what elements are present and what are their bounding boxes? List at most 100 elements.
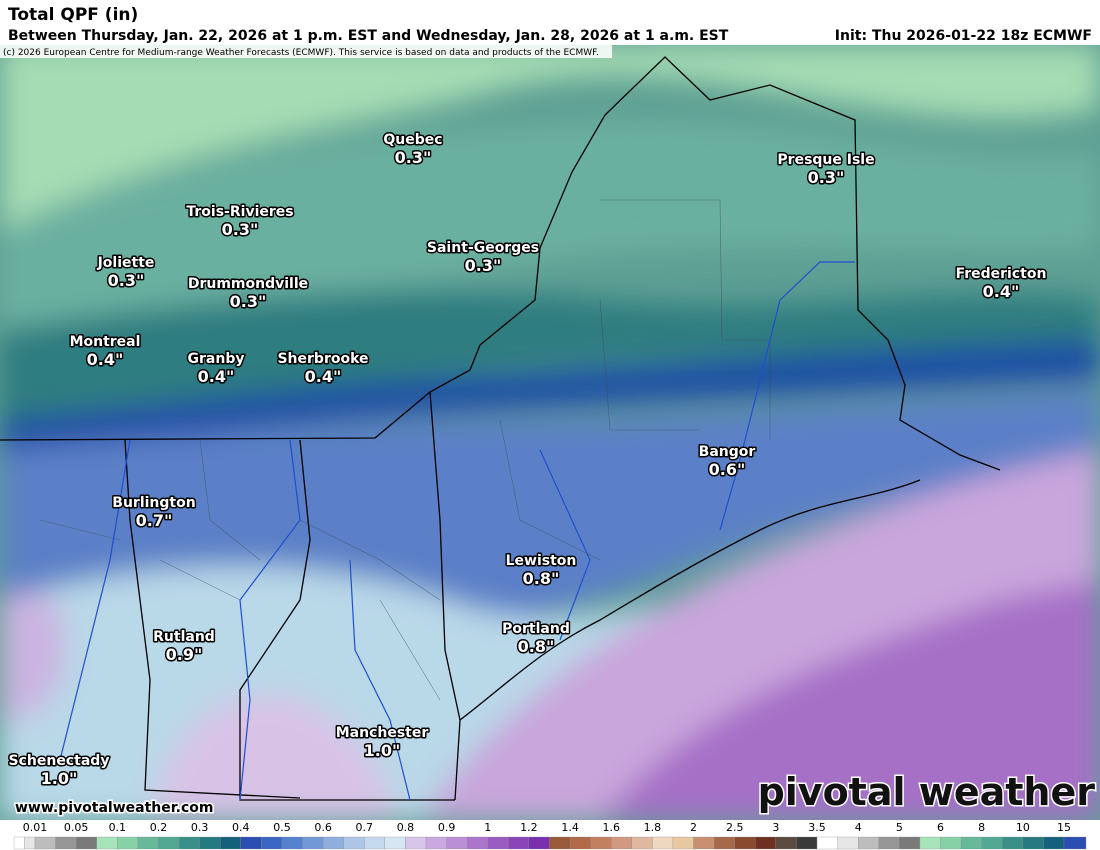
colorbar-swatch bbox=[302, 836, 324, 850]
city-labels: Quebec0.3"Trois-Rivieres0.3"Joliette0.3"… bbox=[7, 131, 1048, 790]
colorbar-swatch bbox=[1022, 836, 1044, 850]
colorbar-swatch bbox=[55, 836, 77, 850]
colorbar-swatch bbox=[611, 836, 632, 850]
colorbar-swatch bbox=[384, 836, 406, 850]
colorbar-swatch bbox=[672, 836, 694, 850]
copyright-bg bbox=[0, 45, 612, 58]
city-name: Sherbrooke bbox=[277, 351, 368, 367]
colorbar-swatch bbox=[858, 836, 879, 850]
city-value: 0.6" bbox=[709, 460, 746, 479]
city-value: 0.3" bbox=[395, 148, 432, 167]
colorbar-swatch bbox=[281, 836, 303, 850]
colorbar-swatch bbox=[1063, 836, 1087, 850]
colorbar-label: 0.4 bbox=[232, 821, 250, 834]
colorbar-label: 0.6 bbox=[314, 821, 332, 834]
colorbar-swatch bbox=[631, 836, 653, 850]
city-value: 0.7" bbox=[136, 511, 173, 530]
city-value: 0.3" bbox=[222, 220, 259, 239]
colorbar-swatch bbox=[487, 836, 509, 850]
colorbar-label: 15 bbox=[1057, 821, 1071, 834]
colorbar-swatch bbox=[549, 836, 571, 850]
colorbar-swatch bbox=[899, 836, 921, 850]
colorbar-swatch bbox=[24, 836, 36, 850]
city-name: Drummondville bbox=[188, 276, 308, 292]
colorbar-swatch bbox=[158, 836, 180, 850]
copyright: (c) 2026 European Centre for Medium-rang… bbox=[3, 48, 599, 58]
colorbar-label: 1.8 bbox=[644, 821, 662, 834]
logo: pivotal weather bbox=[758, 770, 1096, 814]
colorbar-swatch bbox=[261, 836, 283, 850]
colorbar-swatch bbox=[878, 836, 900, 850]
colorbar: 0.01 0.05 0.1 0.2 0.3 0.4 0.5 0.6 0.7 0.8 0.9 1 1.2 1… bbox=[13, 821, 1087, 850]
subtitle: Between Thursday, Jan. 22, 2026 at 1 p.m… bbox=[8, 28, 729, 44]
colorbar-swatch bbox=[322, 836, 344, 850]
colorbar-label: 3 bbox=[772, 821, 779, 834]
colorbar-swatch bbox=[425, 836, 447, 850]
colorbar-swatch bbox=[96, 836, 118, 850]
colorbar-swatch bbox=[1002, 836, 1023, 850]
colorbar-label: 6 bbox=[937, 821, 944, 834]
colorbar-swatch bbox=[569, 836, 591, 850]
colorbar-label: 1.2 bbox=[520, 821, 538, 834]
colorbar-label: 2 bbox=[690, 821, 697, 834]
colorbar-swatch bbox=[528, 836, 550, 850]
city-name: Joliette bbox=[97, 255, 155, 271]
city-value: 0.4" bbox=[983, 282, 1020, 301]
city-value: 0.3" bbox=[108, 271, 145, 290]
city-value: 1.0" bbox=[41, 769, 78, 788]
colorbar-swatch bbox=[981, 836, 1003, 850]
city-name: Bangor bbox=[699, 444, 756, 460]
city-name: Portland bbox=[502, 621, 570, 637]
colorbar-label: 0.8 bbox=[397, 821, 415, 834]
colorbar-label: 0.05 bbox=[64, 821, 89, 834]
city-value: 0.8" bbox=[518, 637, 555, 656]
boundaries bbox=[0, 56, 1001, 801]
colorbar-label: 4 bbox=[855, 821, 862, 834]
colorbar-swatch bbox=[34, 836, 56, 850]
city-name: Schenectady bbox=[9, 753, 110, 769]
website: www.pivotalweather.com bbox=[15, 800, 214, 816]
header-bg bbox=[0, 0, 1100, 45]
colorbar-swatch bbox=[446, 836, 468, 850]
colorbar-swatch bbox=[837, 836, 859, 850]
title: Total QPF (in) bbox=[8, 5, 138, 25]
precip-field bbox=[0, 45, 1100, 820]
city-value: 0.4" bbox=[305, 367, 342, 386]
city-name: Presque Isle bbox=[777, 152, 874, 168]
colorbar-swatch bbox=[178, 836, 200, 850]
colorbar-label: 2.5 bbox=[726, 821, 744, 834]
city-name: Manchester bbox=[336, 725, 429, 741]
colorbar-swatch bbox=[199, 836, 221, 850]
colorbar-swatch bbox=[775, 836, 797, 850]
city-name: Quebec bbox=[383, 132, 442, 148]
city-value: 0.4" bbox=[87, 350, 124, 369]
colorbar-label: 5 bbox=[896, 821, 903, 834]
colorbar-swatch bbox=[590, 836, 612, 850]
colorbar-swatch bbox=[508, 836, 530, 850]
colorbar-swatch bbox=[960, 836, 982, 850]
colorbar-swatch bbox=[137, 836, 159, 850]
city-value: 0.3" bbox=[465, 256, 502, 275]
colorbar-swatch bbox=[693, 836, 715, 850]
city-name: Granby bbox=[188, 351, 245, 367]
city-name: Burlington bbox=[112, 495, 195, 511]
colorbar-swatch bbox=[240, 836, 262, 850]
colorbar-label: 8 bbox=[978, 821, 985, 834]
colorbar-label: 0.2 bbox=[150, 821, 168, 834]
colorbar-swatch bbox=[364, 836, 386, 850]
colorbar-swatch bbox=[76, 836, 97, 850]
colorbar-swatch bbox=[405, 836, 427, 850]
colorbar-swatch bbox=[1043, 836, 1065, 850]
colorbar-swatch bbox=[919, 836, 941, 850]
colorbar-swatch bbox=[713, 836, 735, 850]
colorbar-swatch bbox=[467, 836, 488, 850]
colorbar-swatch bbox=[755, 836, 777, 850]
city-value: 0.8" bbox=[523, 569, 560, 588]
colorbar-label: 1.4 bbox=[561, 821, 579, 834]
city-name: Lewiston bbox=[506, 553, 577, 569]
colorbar-swatch bbox=[13, 836, 25, 850]
colorbar-label: 0.01 bbox=[23, 821, 48, 834]
city-name: Montreal bbox=[70, 334, 141, 350]
colorbar-label: 0.1 bbox=[109, 821, 127, 834]
colorbar-label: 0.3 bbox=[191, 821, 209, 834]
